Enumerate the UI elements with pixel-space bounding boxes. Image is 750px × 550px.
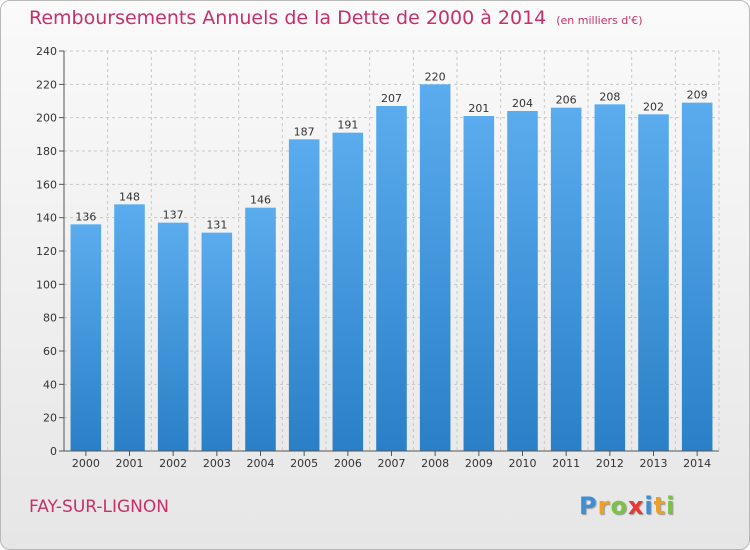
logo-letter-4: i [644, 492, 654, 520]
tick-label-x-2003: 2003 [203, 457, 231, 470]
tick-label-y-120: 120 [36, 245, 57, 258]
tick-label-x-2000: 2000 [72, 457, 100, 470]
data-label-2001: 148 [119, 190, 140, 203]
city-name: FAY-SUR-LIGNON [29, 497, 169, 517]
tick-label-x-2009: 2009 [465, 457, 493, 470]
bar-2005 [288, 139, 320, 452]
bar-2010 [507, 111, 538, 451]
data-label-2000: 136 [75, 210, 96, 223]
data-label-2005: 187 [294, 125, 315, 138]
data-label-2007: 207 [381, 92, 402, 105]
bar-2001 [114, 204, 145, 451]
tick-label-y-220: 220 [36, 78, 57, 91]
logo-letter-1: r [597, 492, 611, 520]
logo-letter-2: o [610, 492, 628, 520]
tick-label-x-2001: 2001 [116, 457, 144, 470]
chart-title: Remboursements Annuels de la Dette de 20… [29, 7, 643, 29]
data-label-2004: 146 [250, 194, 271, 207]
tick-label-x-2012: 2012 [596, 457, 624, 470]
bar-2014 [681, 102, 713, 452]
data-label-2009: 201 [468, 102, 489, 115]
chart-unit: (en milliers d'€) [556, 14, 643, 27]
bar-2006 [332, 132, 364, 451]
tick-label-x-2002: 2002 [159, 457, 187, 470]
bar-2011 [550, 107, 582, 452]
data-label-2011: 206 [556, 94, 577, 107]
tick-label-y-200: 200 [36, 112, 57, 125]
data-label-2002: 137 [163, 209, 184, 222]
data-label-2012: 208 [599, 90, 620, 103]
tick-label-y-160: 160 [36, 178, 57, 191]
bar-2013 [638, 114, 669, 451]
bars: 136 148 137 131 146 187 191 207 220 201 204 206 208 2… [70, 70, 713, 452]
tick-label-x-2007: 2007 [378, 457, 406, 470]
data-label-2010: 204 [512, 97, 533, 110]
bar-2004 [245, 207, 276, 451]
bar-2008 [419, 84, 451, 451]
tick-label-x-2005: 2005 [290, 457, 318, 470]
chart-title-text: Remboursements Annuels de la Dette de 20… [29, 7, 547, 29]
data-label-2008: 220 [425, 70, 446, 83]
tick-label-x-2013: 2013 [640, 457, 668, 470]
axes: 0 20 40 60 80 100 120 140 160 180 200 220 240 2000 200… [36, 45, 719, 470]
tick-label-x-2011: 2011 [552, 457, 580, 470]
tick-label-y-140: 140 [36, 212, 57, 225]
tick-label-y-240: 240 [36, 45, 57, 58]
tick-label-y-100: 100 [36, 278, 57, 291]
data-label-2006: 191 [337, 119, 358, 132]
tick-label-x-2014: 2014 [683, 457, 711, 470]
logo-letter-0: P [579, 492, 598, 520]
tick-label-x-2008: 2008 [421, 457, 449, 470]
tick-label-y-40: 40 [43, 378, 57, 391]
bar-2000 [70, 224, 102, 451]
tick-label-x-2010: 2010 [509, 457, 537, 470]
bar-2007 [376, 106, 407, 451]
tick-label-y-80: 80 [43, 312, 57, 325]
data-label-2003: 131 [206, 219, 227, 232]
data-label-2013: 202 [643, 100, 664, 113]
logo-letter-3: x [627, 492, 645, 520]
tick-label-x-2004: 2004 [247, 457, 275, 470]
bar-2003 [201, 232, 233, 451]
tick-label-y-0: 0 [50, 445, 57, 458]
tick-label-x-2006: 2006 [334, 457, 362, 470]
bar-2012 [594, 104, 626, 451]
proxiti-logo[interactable]: Proxiti [579, 492, 675, 520]
logo-letter-5: t [653, 492, 667, 520]
tick-label-y-20: 20 [43, 412, 57, 425]
bar-2009 [463, 116, 495, 451]
data-label-2014: 209 [687, 89, 708, 102]
tick-label-y-60: 60 [43, 345, 57, 358]
logo-letter-6: i [666, 492, 676, 520]
tick-label-y-180: 180 [36, 145, 57, 158]
bar-2002 [157, 222, 189, 451]
